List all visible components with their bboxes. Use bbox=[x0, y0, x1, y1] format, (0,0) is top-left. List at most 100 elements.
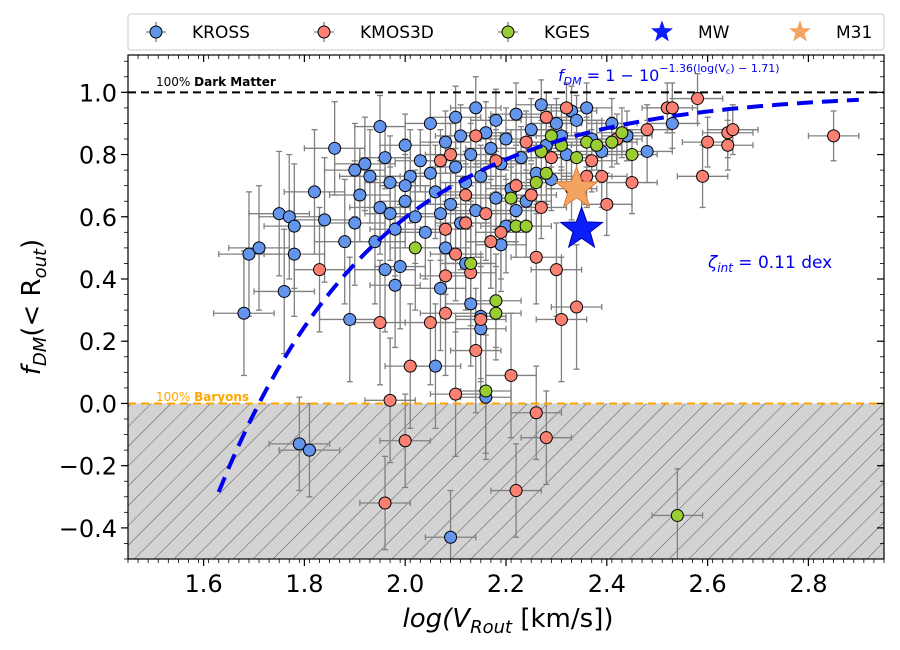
kross-point-6 bbox=[287, 219, 301, 233]
kross-point-30 bbox=[398, 138, 412, 152]
kross-point-58 bbox=[484, 141, 498, 155]
kross-point-41 bbox=[439, 241, 453, 255]
kmos3d-point-33 bbox=[559, 101, 573, 115]
kross-point-38 bbox=[428, 359, 442, 373]
x-tick-label-0: 1.6 bbox=[185, 570, 223, 598]
legend-item-m31: M31 bbox=[788, 20, 872, 43]
kross-point-50 bbox=[464, 148, 478, 162]
kmos3d-point-38 bbox=[600, 197, 614, 211]
kges-point-10 bbox=[539, 166, 553, 180]
kross-point-8 bbox=[292, 437, 306, 451]
legend-marker-kross bbox=[149, 25, 163, 39]
kross-point-36 bbox=[423, 116, 437, 130]
kross-point-13 bbox=[338, 235, 352, 249]
kross-point-29 bbox=[398, 194, 412, 208]
kges-point-3 bbox=[489, 306, 503, 320]
kross-point-42 bbox=[444, 197, 458, 211]
kmos3d-point-29 bbox=[539, 431, 553, 445]
kmos3d-point-32 bbox=[554, 312, 568, 326]
legend-item-mw: MW bbox=[650, 20, 730, 43]
kges-point-2 bbox=[479, 384, 493, 398]
kmos3d-point-26 bbox=[529, 406, 543, 420]
baryon-region-hatch bbox=[128, 403, 884, 559]
kmos3d-point-25 bbox=[519, 135, 533, 149]
x-tick-label-6: 2.8 bbox=[789, 570, 827, 598]
kmos3d-point-30 bbox=[544, 151, 558, 165]
legend-marker-kmos3d bbox=[317, 25, 331, 39]
kross-point-86 bbox=[383, 207, 397, 221]
kross-point-16 bbox=[348, 163, 362, 177]
fit-formula: fDM = 1 − 10−1.36(log(Vc) − 1.71) bbox=[558, 62, 780, 88]
legend-item-kross: KROSS bbox=[146, 22, 250, 43]
kmos3d-point-27 bbox=[529, 250, 543, 264]
kross-point-23 bbox=[378, 151, 392, 165]
kmos3d-point-18 bbox=[479, 207, 493, 221]
y-tick-label-2: 0.0 bbox=[79, 390, 117, 418]
y-tick-label-7: 1.0 bbox=[79, 79, 117, 107]
kmos3d-point-0 bbox=[313, 263, 327, 277]
kmos3d-point-2 bbox=[378, 496, 392, 510]
kross-point-2 bbox=[252, 241, 266, 255]
legend-item-kges: KGES bbox=[498, 22, 590, 43]
baryon-annotation: 100% Baryons bbox=[156, 390, 249, 404]
kross-point-19 bbox=[363, 169, 377, 183]
kross-point-4 bbox=[277, 284, 291, 298]
kges-point-18 bbox=[625, 148, 639, 162]
kross-point-63 bbox=[499, 132, 513, 146]
kmos3d-point-16 bbox=[469, 129, 483, 143]
kges-point-13 bbox=[570, 151, 584, 165]
kross-point-0 bbox=[237, 306, 251, 320]
kross-point-49 bbox=[464, 297, 478, 311]
kross-point-73 bbox=[549, 116, 563, 130]
kmos3d-point-19 bbox=[484, 235, 498, 249]
kross-point-7 bbox=[287, 247, 301, 261]
kross-point-14 bbox=[343, 312, 357, 326]
kross-point-47 bbox=[454, 129, 468, 143]
plot-area bbox=[127, 54, 885, 560]
kross-point-78 bbox=[580, 101, 594, 115]
kross-point-90 bbox=[509, 204, 523, 218]
kmos3d-point-8 bbox=[439, 269, 453, 283]
y-axis-title: fDM(< Rout) bbox=[17, 239, 51, 375]
reference-stars bbox=[554, 165, 604, 249]
kmos3d-point-34 bbox=[570, 300, 584, 314]
kross-point-65 bbox=[509, 107, 523, 121]
kmos3d-point-24 bbox=[509, 179, 523, 193]
kross-point-10 bbox=[307, 185, 321, 199]
kmos3d-point-45 bbox=[696, 169, 710, 183]
kmos3d-point-36 bbox=[585, 154, 599, 168]
kmos3d-point-21 bbox=[494, 225, 508, 239]
y-axis: −0.4 −0.2 0.0 0.2 0.4 0.6 0.8 1.0 bbox=[59, 60, 884, 560]
kross-point-59 bbox=[489, 191, 503, 205]
legend-label-mw: MW bbox=[698, 23, 730, 43]
kross-point-15 bbox=[348, 216, 362, 230]
legend-marker-m31 bbox=[788, 20, 812, 42]
kross-point-18 bbox=[358, 157, 372, 171]
kmos3d-point-51 bbox=[433, 154, 447, 168]
kross-point-27 bbox=[388, 278, 402, 292]
kmos3d-point-41 bbox=[640, 123, 654, 137]
kges-point-17 bbox=[615, 126, 629, 140]
y-tick-label-1: −0.2 bbox=[59, 453, 117, 481]
x-tick-label-4: 2.4 bbox=[588, 570, 626, 598]
kross-point-39 bbox=[433, 281, 447, 295]
kmos3d-point-43 bbox=[665, 101, 679, 115]
kmos3d-point-7 bbox=[439, 306, 453, 320]
kross-point-34 bbox=[418, 225, 432, 239]
kmos3d-point-22 bbox=[504, 368, 518, 382]
kross-point-54 bbox=[474, 169, 488, 183]
kmos3d-point-46 bbox=[701, 135, 715, 149]
kmos3d-point-17 bbox=[474, 312, 488, 326]
kmos3d-point-49 bbox=[726, 123, 740, 137]
y-tick-label-4: 0.4 bbox=[79, 266, 117, 294]
legend-label-m31: M31 bbox=[836, 23, 872, 43]
scatter-annotation: ζint = 0.11 dex bbox=[707, 253, 832, 275]
legend-label-kross: KROSS bbox=[192, 23, 250, 43]
legend-item-kmos3d: KMOS3D bbox=[314, 22, 434, 43]
kmos3d-point-23 bbox=[509, 484, 523, 498]
kross-point-77 bbox=[570, 113, 584, 127]
kross-point-52 bbox=[469, 101, 483, 115]
kges-point-8 bbox=[529, 176, 543, 190]
kross-point-25 bbox=[383, 176, 397, 190]
kmos3d-point-6 bbox=[423, 316, 437, 330]
